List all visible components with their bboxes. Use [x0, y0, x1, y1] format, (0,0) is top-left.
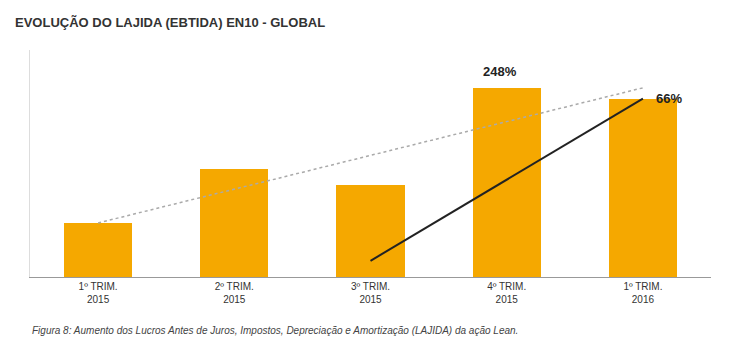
svg-text:248%: 248% [483, 64, 517, 79]
svg-text:4º TRIM.2015: 4º TRIM.2015 [487, 281, 526, 305]
svg-text:1º TRIM.2015: 1º TRIM.2015 [79, 281, 118, 305]
svg-text:3º TRIM.2015: 3º TRIM.2015 [351, 281, 390, 305]
svg-text:Figura 8: Aumento dos Lucros A: Figura 8: Aumento dos Lucros Antes de Ju… [32, 325, 518, 336]
svg-text:EVOLUÇÃO DO LAJIDA (EBTIDA) EN: EVOLUÇÃO DO LAJIDA (EBTIDA) EN10 - GLOBA… [15, 15, 325, 30]
svg-text:1º TRIM.2016: 1º TRIM.2016 [623, 281, 662, 305]
svg-text:66%: 66% [656, 91, 682, 106]
svg-text:2º TRIM.2015: 2º TRIM.2015 [215, 281, 254, 305]
